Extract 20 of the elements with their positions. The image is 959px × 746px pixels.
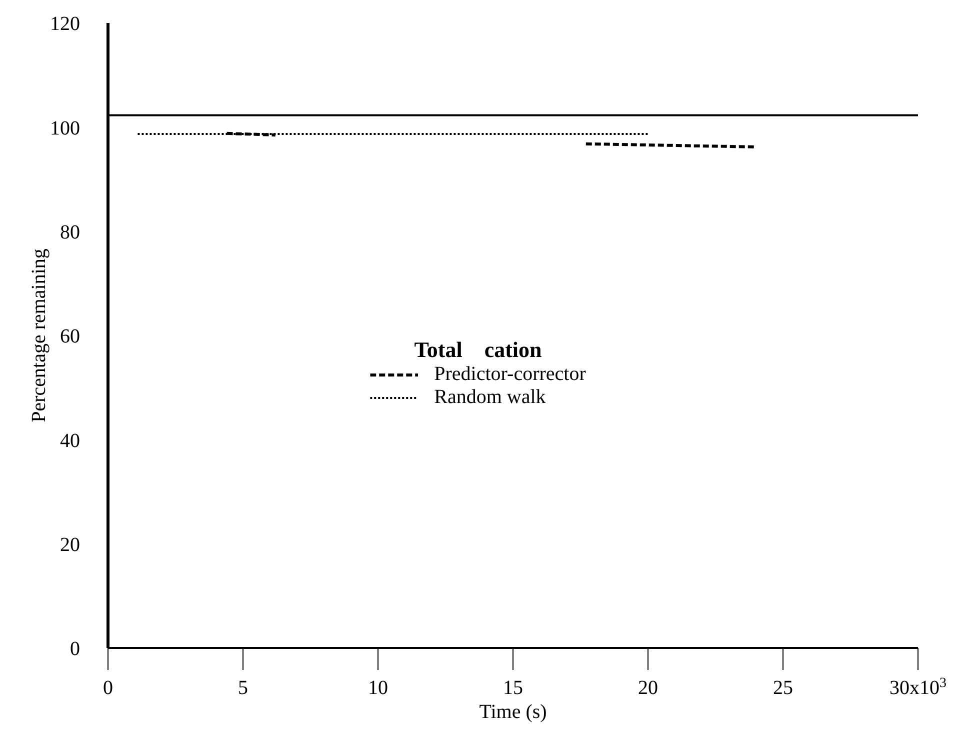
y-tick-label: 120 bbox=[50, 13, 80, 36]
x-axis-title: Time (s) bbox=[479, 701, 547, 723]
x-tick-label: 5 bbox=[238, 677, 248, 699]
y-tick-label: 80 bbox=[60, 221, 80, 244]
x-tick-label: 30 bbox=[890, 677, 910, 699]
x-tick-label: 0 bbox=[103, 677, 113, 699]
x-tick-label: 25 bbox=[773, 677, 793, 699]
legend-label: Predictor-corrector bbox=[434, 363, 586, 386]
y-tick-label: 20 bbox=[60, 534, 80, 556]
x-tick-label: 15 bbox=[503, 677, 523, 699]
x-tick-label: 10 bbox=[368, 677, 388, 699]
y-tick-label: 60 bbox=[60, 326, 80, 348]
y-tick-label: 40 bbox=[60, 430, 80, 452]
x-tick-label: 20 bbox=[638, 677, 658, 699]
y-tick-label: 0 bbox=[70, 638, 80, 660]
y-tick-label: 100 bbox=[50, 117, 80, 140]
text: x10$^{3}$ bbox=[910, 676, 946, 699]
legend-title: Total cation bbox=[413, 337, 543, 363]
y-axis-title: Percentage remaining bbox=[28, 248, 50, 422]
legend-label: Random walk bbox=[434, 386, 546, 409]
